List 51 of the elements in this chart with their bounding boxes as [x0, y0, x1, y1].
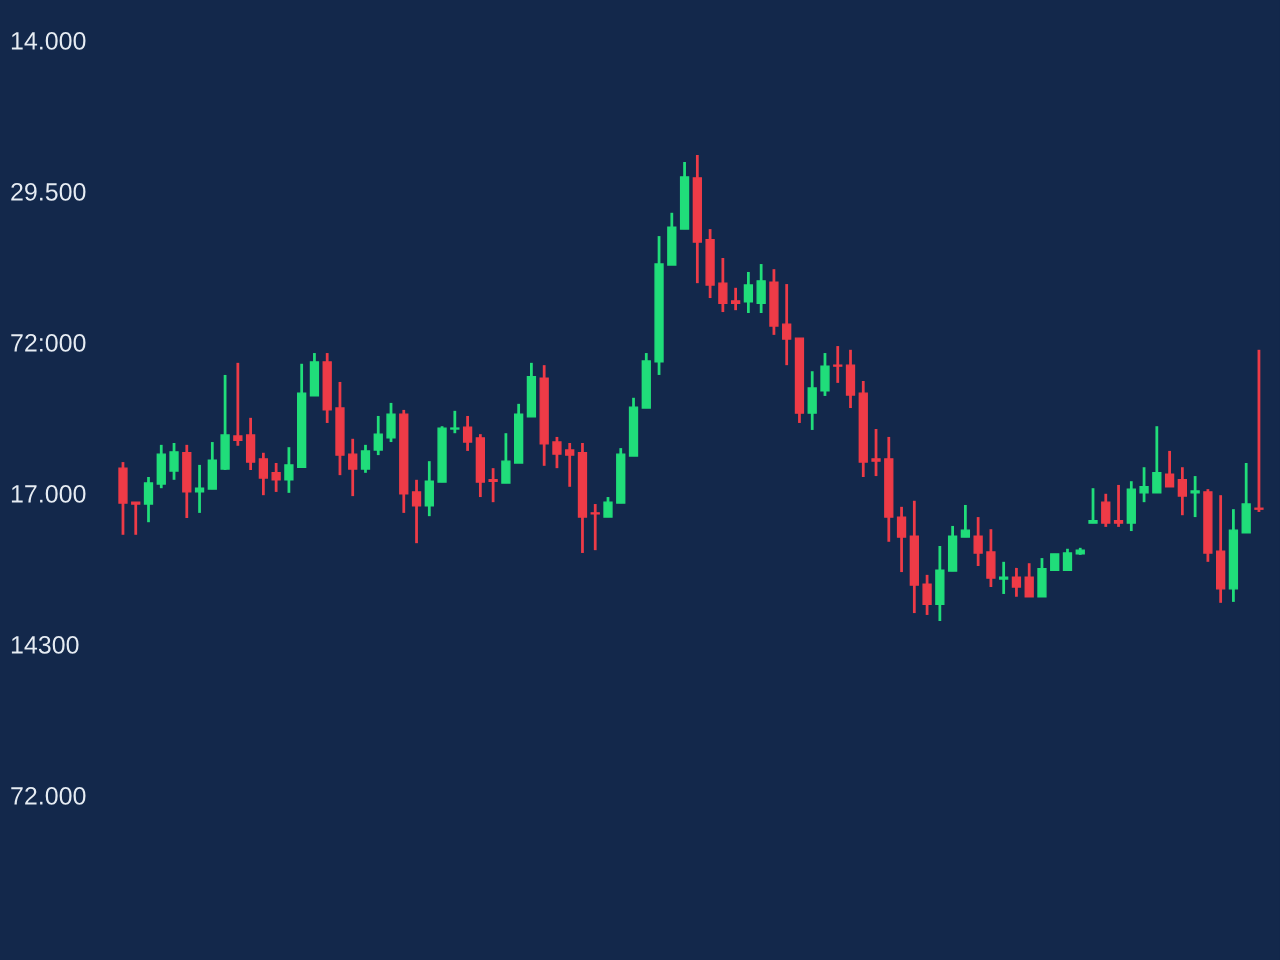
candlestick: [1113, 483, 1124, 529]
candlestick: [131, 500, 141, 537]
candlestick: [169, 441, 179, 482]
candlestick: [348, 437, 358, 498]
candlestick: [373, 414, 383, 457]
candlestick: [1152, 424, 1162, 495]
candlestick: [1011, 566, 1022, 599]
candlestick: [1164, 449, 1175, 489]
candlestick: [386, 401, 396, 444]
candlestick: [718, 256, 728, 314]
text: 14.000: [11, 32, 86, 50]
candlestick: [565, 441, 575, 489]
text: 72.000: [11, 787, 86, 805]
candlestick: [360, 443, 371, 475]
candlestick: [194, 463, 205, 515]
candlestick: [1177, 465, 1188, 517]
candlestick: [271, 461, 281, 494]
candlestick: [1062, 547, 1073, 572]
text: 14300: [11, 636, 79, 654]
text: 72:000: [11, 334, 86, 352]
candlestick: [1139, 465, 1149, 504]
candlestick: [488, 466, 498, 504]
candlestick: [1088, 486, 1098, 525]
candlestick: [730, 286, 741, 312]
candlestick: [501, 431, 511, 485]
candlestick: [603, 495, 613, 519]
candlestick: [590, 502, 600, 552]
candlestick: [999, 560, 1009, 596]
candlestick: [973, 515, 983, 568]
candlestick: [1101, 492, 1111, 529]
candlestick: [1190, 474, 1200, 519]
candlestick: [1024, 561, 1034, 599]
candlestick: [833, 344, 843, 385]
candlestick: [233, 361, 243, 448]
candlestick: [143, 475, 154, 524]
candlestick: [960, 503, 971, 539]
candlestick: [896, 505, 907, 574]
candlestick: [450, 409, 460, 435]
text: 29.500: [11, 183, 86, 201]
candlestick: [871, 427, 881, 478]
candlestick: [552, 435, 562, 470]
candlestick: [258, 451, 269, 497]
candlestick: [1254, 348, 1264, 514]
candlestick: [782, 282, 792, 367]
candlestick: [462, 414, 473, 453]
candlestick: [411, 478, 422, 545]
text: 17.000: [11, 485, 86, 503]
candlestick: [922, 573, 932, 617]
candlestick: [743, 270, 754, 315]
candlestick: [756, 262, 766, 315]
candlestick: [284, 445, 294, 495]
